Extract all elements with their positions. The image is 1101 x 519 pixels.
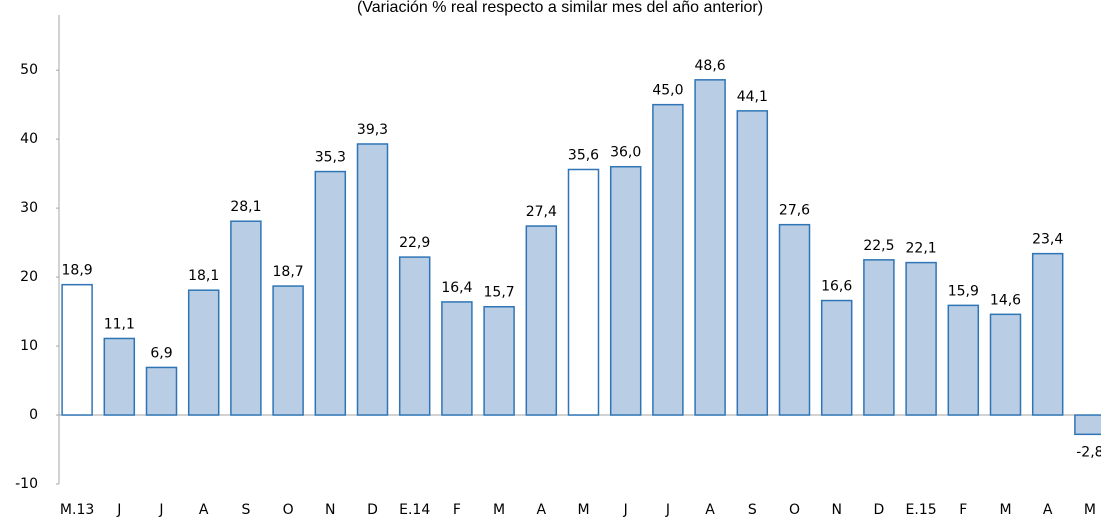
bar [1031,252,1064,416]
bar [567,168,600,416]
data-label: 44,1 [737,89,768,105]
data-label: 11,1 [104,316,135,332]
x-tick-label: S [748,502,757,518]
data-label: 6,9 [150,345,172,361]
x-tick-label: N [831,502,841,518]
bar [863,259,895,416]
data-label: 45,0 [652,83,683,99]
data-label: 27,6 [779,203,810,219]
data-label: 22,9 [399,235,430,251]
bar [652,103,684,416]
data-label: 39,3 [357,122,388,138]
bar [525,225,558,416]
data-label: 36,0 [610,145,641,161]
x-tick-label: S [241,502,250,518]
bar [272,285,304,416]
x-tick-label: J [116,502,121,518]
bar [736,110,769,416]
data-label: 18,9 [62,263,93,279]
bar [609,165,642,416]
bar [61,283,93,416]
x-tick-label: J [623,502,628,518]
x-tick-label: D [367,502,378,518]
y-tick-label: 20 [20,269,38,285]
x-tick-label: A [537,502,547,518]
x-tick-label: E.14 [399,502,430,518]
data-label: 16,6 [821,279,852,295]
bar [103,337,136,416]
bar [230,220,262,416]
bar [905,261,937,416]
data-label: 16,4 [441,280,472,296]
x-tick-label: J [158,502,163,518]
x-tick-label: F [453,502,461,518]
bar [694,79,726,416]
x-tick-label: A [705,502,715,518]
x-tick-label: N [325,502,335,518]
y-tick-label: -10 [15,476,38,492]
bar [483,305,515,416]
x-tick-label: O [789,502,800,518]
bar [398,256,431,416]
data-label: 14,6 [990,292,1021,308]
x-tick-label: M [999,502,1011,518]
data-label: 22,5 [863,238,894,254]
bar [820,299,853,416]
data-label: 18,1 [188,268,219,284]
data-label: 35,6 [568,147,599,163]
data-label: 18,7 [273,264,304,280]
y-tick-label: 0 [29,407,38,423]
bar [356,143,389,416]
data-label: 15,9 [948,283,979,299]
bar [441,301,473,416]
x-tick-label: M [493,502,505,518]
x-tick-label: E.15 [906,502,937,518]
x-tick-label: D [874,502,885,518]
x-tick-label: M.13 [60,502,94,518]
x-tick-label: J [665,502,670,518]
data-label: 23,4 [1032,232,1063,248]
bar [145,366,178,416]
chart-title: (Variación % real respecto a similar mes… [357,0,763,16]
y-tick-label: 30 [20,200,38,216]
data-label: 28,1 [230,199,261,215]
bar [947,304,980,416]
x-tick-label: O [283,502,294,518]
bar [778,223,811,416]
x-tick-label: A [1043,502,1053,518]
data-label: 35,3 [315,150,346,166]
x-tick-label: M [1084,502,1096,518]
data-label: 22,1 [906,241,937,257]
bar [1074,414,1101,436]
y-tick-label: 40 [20,131,38,147]
x-tick-label: F [959,502,967,518]
y-tick-label: 10 [20,338,38,354]
data-label: 48,6 [695,58,726,74]
x-tick-label: M [577,502,589,518]
data-label: -2,8 [1076,444,1101,460]
y-tick-label: 50 [20,62,38,78]
bar [187,289,220,416]
x-tick-label: A [199,502,209,518]
bar [989,313,1022,416]
data-label: 27,4 [526,204,557,220]
data-label: 15,7 [484,285,515,301]
bar [314,170,347,416]
